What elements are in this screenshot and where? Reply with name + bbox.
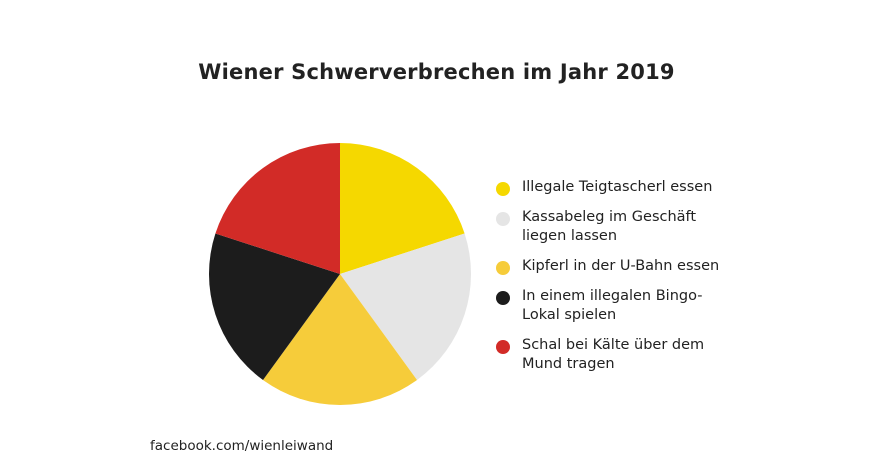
legend-label-line1: Illegale Teigtascherl essen [522, 179, 713, 195]
pie-slice [209, 233, 340, 380]
legend-label-line1: In einem illegalen Bingo- [522, 288, 703, 304]
legend-swatch [496, 182, 510, 196]
chart-title: Wiener Schwerverbrechen im Jahr 2019 [198, 60, 675, 84]
legend-swatch [496, 261, 510, 275]
legend-swatch [496, 212, 510, 226]
pie-slice [263, 274, 417, 405]
legend-item: Kipferl in der U-Bahn essen [495, 257, 735, 276]
legend-swatch [496, 291, 510, 305]
legend-label-line2: Mund tragen [522, 356, 615, 372]
chart-legend: Illegale Teigtascherl essen Kassabeleg i… [495, 178, 735, 385]
pie-slice [215, 143, 340, 274]
legend-item: Kassabeleg im Geschäft liegen lassen [495, 208, 735, 246]
legend-label-line2: liegen lassen [522, 228, 618, 244]
legend-label-line1: Schal bei Kälte über dem [522, 337, 705, 353]
legend-item: In einem illegalen Bingo- Lokal spielen [495, 287, 735, 325]
legend-item: Schal bei Kälte über dem Mund tragen [495, 336, 735, 374]
pie-slice [340, 233, 471, 380]
legend-label-line2: Lokal spielen [522, 307, 617, 323]
legend-item: Illegale Teigtascherl essen [495, 178, 735, 197]
legend-label-line1: Kipferl in der U-Bahn essen [522, 258, 720, 274]
source-credit: facebook.com/wienleiwand [150, 438, 334, 454]
pie-slice [340, 143, 465, 274]
legend-swatch [496, 340, 510, 354]
legend-label-line1: Kassabeleg im Geschäft [522, 209, 697, 225]
